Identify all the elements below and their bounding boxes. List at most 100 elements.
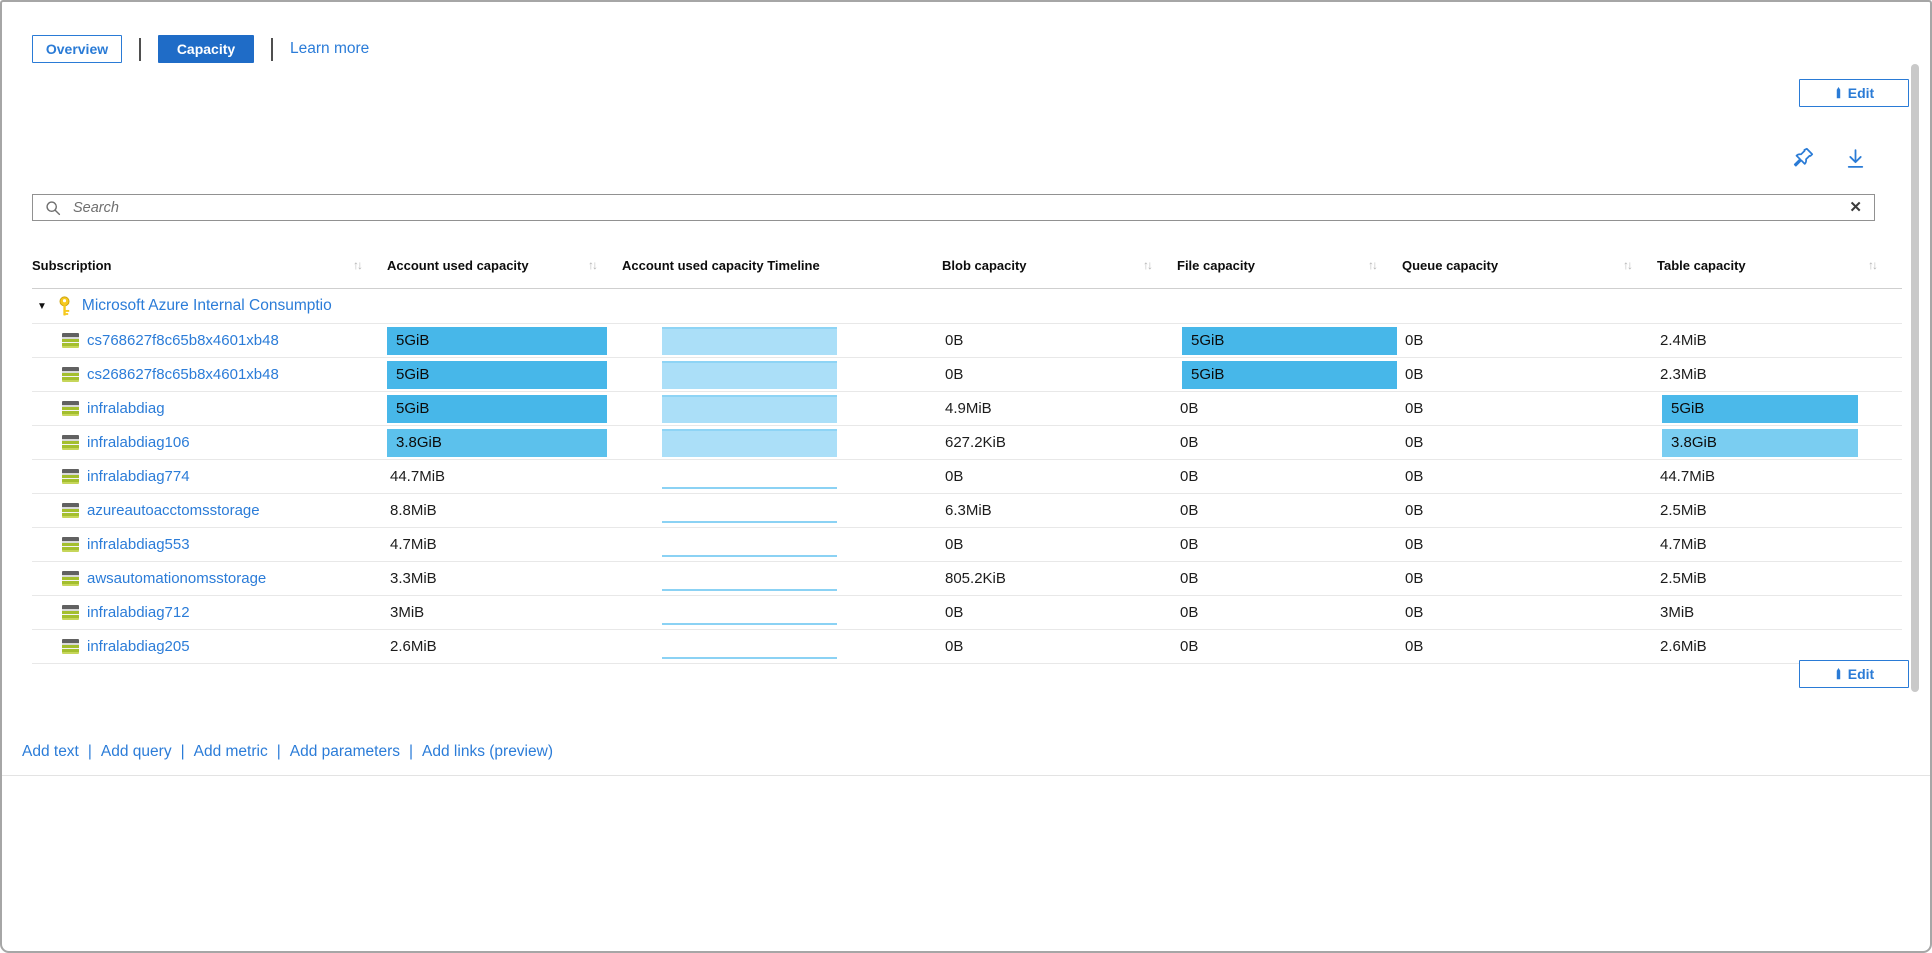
- heat-bar: 5GiB: [1182, 326, 1397, 355]
- timeline-cell: [622, 494, 942, 527]
- table-row: cs768627f8c65b8x4601xb48 5GiB 0B 5GiB 0B 2.4M…: [32, 324, 1902, 358]
- cell-value: 0B: [945, 468, 964, 485]
- cell-value: 4.7MiB: [1660, 536, 1707, 553]
- heat-bar: 5GiB: [1662, 394, 1858, 423]
- cell-value: 6.3MiB: [945, 502, 992, 519]
- storage-account-icon: [62, 367, 79, 382]
- heat-bar: 5GiB: [1182, 360, 1397, 389]
- search-icon: [46, 200, 61, 215]
- cell-value: 0B: [1405, 434, 1424, 451]
- blob-cell: 0B: [942, 460, 1177, 493]
- tab-separator: [271, 37, 273, 61]
- timeline-sparkline: [662, 657, 837, 659]
- cell-value: 0B: [945, 332, 964, 349]
- storage-account-link[interactable]: infralabdiag205: [87, 638, 190, 655]
- learn-more-link[interactable]: Learn more: [290, 40, 370, 57]
- column-header-account-used-capacity-timeline[interactable]: Account used capacity Timeline: [622, 242, 942, 288]
- timeline-cell: [622, 562, 942, 595]
- cell-value: 4.7MiB: [390, 536, 437, 553]
- storage-account-link[interactable]: infralabdiag774: [87, 468, 190, 485]
- link-separator: |: [180, 743, 185, 760]
- column-header-account-used-capacity[interactable]: Account used capacity ↑↓: [387, 242, 622, 288]
- queue-cell: 0B: [1402, 596, 1657, 629]
- column-header-blob-capacity[interactable]: Blob capacity ↑↓: [942, 242, 1177, 288]
- table-cell: 5GiB: [1657, 392, 1902, 425]
- timeline-cell: [622, 460, 942, 493]
- storage-account-icon: [62, 605, 79, 620]
- pin-icon: [1793, 147, 1814, 167]
- storage-account-link[interactable]: infralabdiag: [87, 400, 165, 417]
- blob-cell: 0B: [942, 324, 1177, 357]
- tab-overview[interactable]: Overview: [32, 35, 122, 63]
- column-header-file-capacity[interactable]: File capacity ↑↓: [1177, 242, 1402, 288]
- cell-value: 0B: [1405, 366, 1424, 383]
- blob-cell: 4.9MiB: [942, 392, 1177, 425]
- sort-icon[interactable]: ↑↓: [588, 258, 598, 272]
- cell-value: 0B: [945, 536, 964, 553]
- tab-capacity[interactable]: Capacity: [158, 35, 254, 63]
- table-header: Subscription ↑↓ Account used capacity ↑↓ Acc…: [32, 242, 1902, 288]
- blob-cell: 0B: [942, 630, 1177, 663]
- add-parameters-link[interactable]: Add parameters: [289, 743, 401, 760]
- timeline-cell: [622, 596, 942, 629]
- edit-button-top[interactable]: Edit: [1799, 79, 1909, 107]
- table-cell: 0B: [1177, 528, 1402, 561]
- blob-cell: 6.3MiB: [942, 494, 1177, 527]
- column-header-table-capacity[interactable]: Table capacity ↑↓: [1657, 242, 1902, 288]
- queue-cell: 0B: [1402, 460, 1657, 493]
- timeline-cell: [622, 324, 942, 357]
- edit-button-label: Edit: [1847, 85, 1875, 101]
- edit-button-bottom[interactable]: Edit: [1799, 660, 1909, 688]
- add-metric-link[interactable]: Add metric: [193, 743, 268, 760]
- subscription-cell: infralabdiag712: [32, 596, 387, 629]
- storage-account-link[interactable]: cs268627f8c65b8x4601xb48: [87, 366, 279, 383]
- subscription-cell: infralabdiag553: [32, 528, 387, 561]
- table-cell: 2.6MiB: [1657, 630, 1902, 663]
- subscription-cell: infralabdiag106: [32, 426, 387, 459]
- pin-button[interactable]: [1790, 145, 1816, 171]
- add-text-link[interactable]: Add text: [22, 743, 79, 760]
- search-input[interactable]: [71, 198, 1846, 217]
- group-label[interactable]: Microsoft Azure Internal Consumptio: [81, 297, 332, 314]
- cell-value: 44.7MiB: [390, 468, 446, 485]
- add-links-preview-link[interactable]: Add links (preview): [422, 743, 553, 760]
- storage-account-link[interactable]: awsautomationomsstorage: [87, 570, 267, 587]
- cell-value: 0B: [945, 638, 964, 655]
- sort-icon[interactable]: ↑↓: [1143, 258, 1153, 272]
- blob-cell: 805.2KiB: [942, 562, 1177, 595]
- blob-cell: 0B: [942, 596, 1177, 629]
- download-button[interactable]: [1843, 146, 1868, 171]
- column-label: Account used capacity: [387, 257, 529, 273]
- subscription-cell: azureautoacctomsstorage: [32, 494, 387, 527]
- storage-account-icon: [62, 333, 79, 348]
- storage-account-link[interactable]: azureautoacctomsstorage: [87, 502, 260, 519]
- add-query-link[interactable]: Add query: [100, 743, 172, 760]
- storage-account-link[interactable]: infralabdiag106: [87, 434, 190, 451]
- cell-value: 3MiB: [1660, 604, 1695, 621]
- cell-value: 0B: [1405, 400, 1424, 417]
- storage-account-link[interactable]: cs768627f8c65b8x4601xb48: [87, 332, 279, 349]
- collapse-triangle-icon[interactable]: ▼: [37, 300, 47, 312]
- storage-account-link[interactable]: infralabdiag553: [87, 536, 190, 553]
- subscription-cell: cs268627f8c65b8x4601xb48: [32, 358, 387, 391]
- sort-icon[interactable]: ↑↓: [353, 258, 363, 272]
- column-label: Table capacity: [1657, 257, 1746, 273]
- clear-search-button[interactable]: ✕: [1845, 200, 1866, 215]
- storage-account-link[interactable]: infralabdiag712: [87, 604, 190, 621]
- sort-icon[interactable]: ↑↓: [1868, 258, 1878, 272]
- heat-bar: 5GiB: [387, 394, 607, 423]
- column-header-queue-capacity[interactable]: Queue capacity ↑↓: [1402, 242, 1657, 288]
- table-cell: 2.5MiB: [1657, 494, 1902, 527]
- cell-value: 0B: [1180, 570, 1199, 587]
- sort-icon[interactable]: ↑↓: [1368, 258, 1378, 272]
- column-header-subscription[interactable]: Subscription ↑↓: [32, 242, 387, 288]
- timeline-sparkline: [662, 521, 837, 523]
- key-icon: [59, 295, 70, 316]
- scrollbar[interactable]: [1911, 64, 1919, 692]
- group-row[interactable]: ▼ Microsoft Azure Internal Consumptio: [32, 288, 1902, 324]
- cell-value: 0B: [1180, 638, 1199, 655]
- link-separator: |: [87, 743, 92, 760]
- sort-icon[interactable]: ↑↓: [1623, 258, 1633, 272]
- timeline-bar: [662, 360, 837, 389]
